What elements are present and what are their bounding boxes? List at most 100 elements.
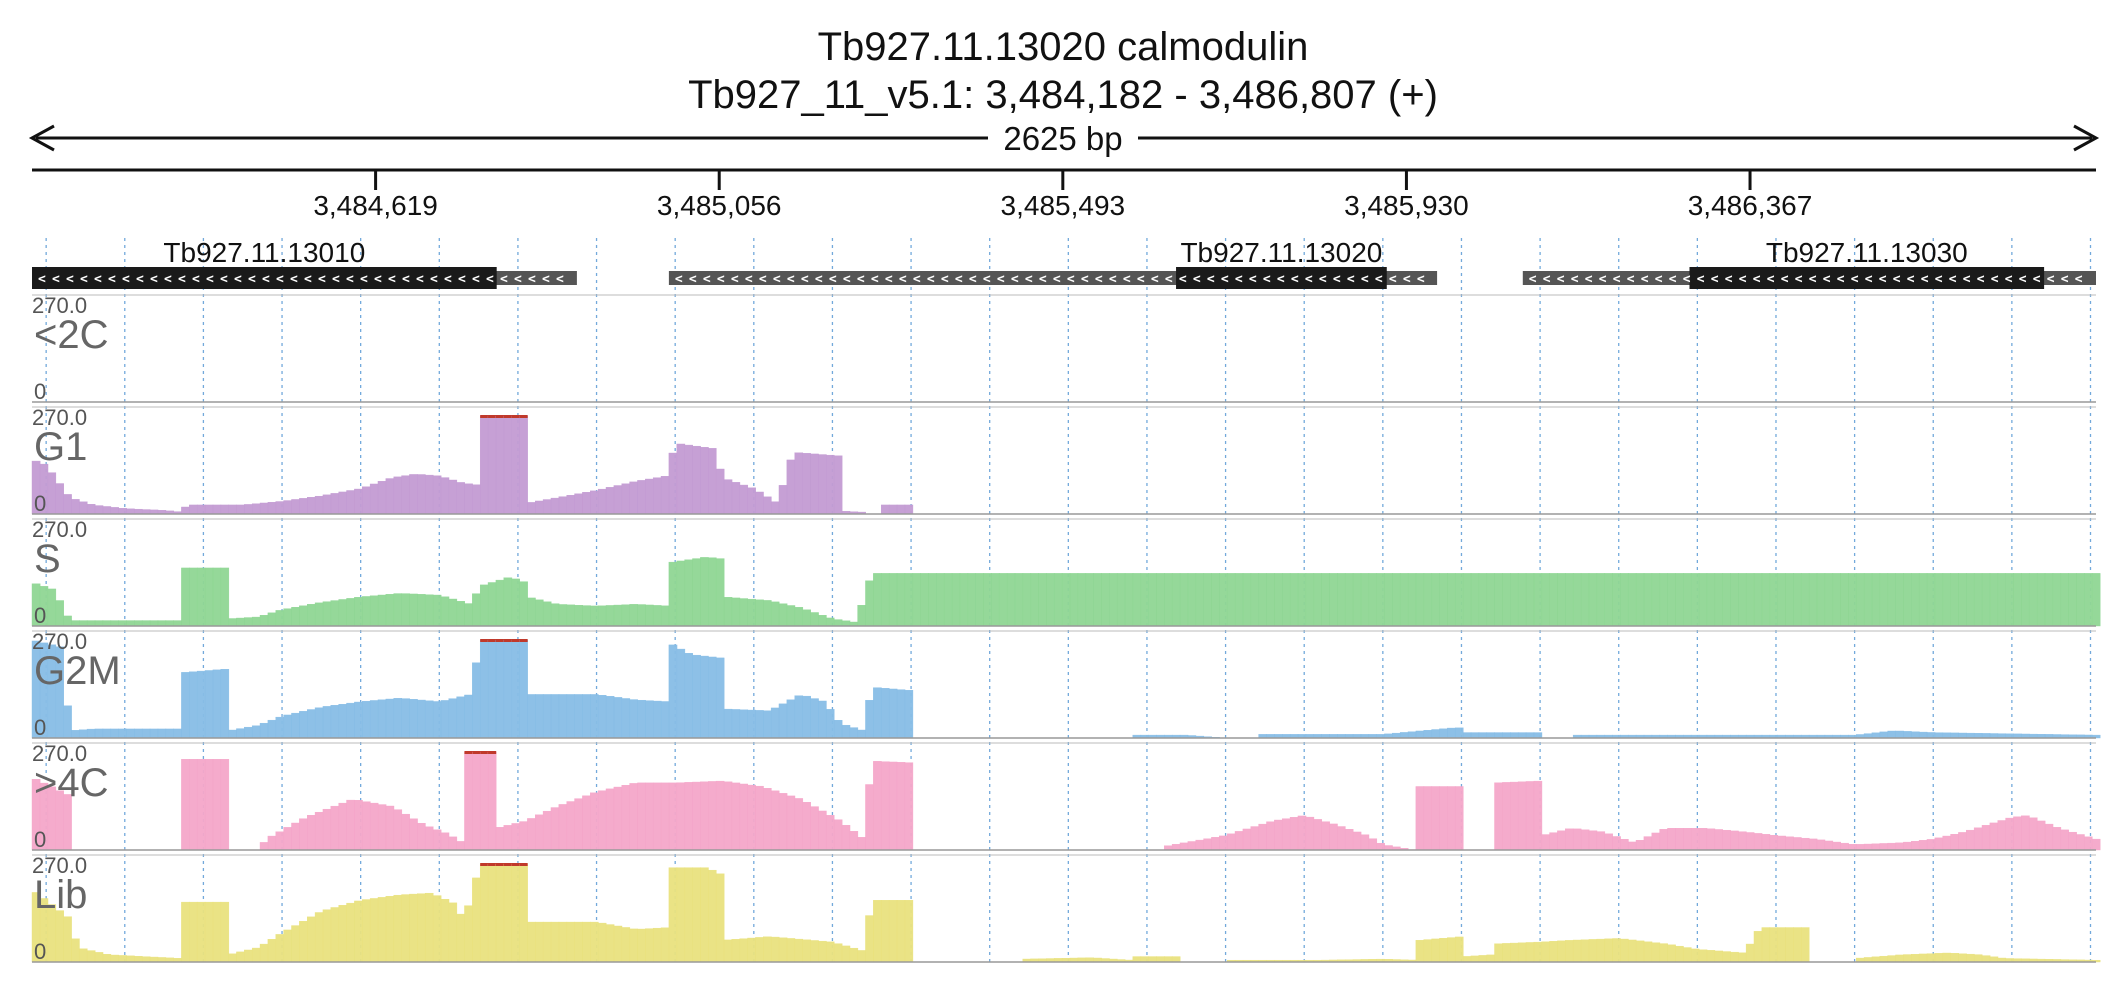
coverage-bar [621, 483, 631, 515]
coverage-bar [2005, 573, 2014, 627]
axis-tick-label: 3,486,367 [1688, 190, 1813, 221]
coverage-bar [1022, 573, 1032, 627]
coverage-bar [747, 487, 756, 515]
coverage-bar [369, 483, 379, 515]
coverage-bar [660, 782, 670, 851]
strand-chevron: < [969, 272, 977, 287]
coverage-bar [346, 598, 355, 627]
coverage-bar [1502, 782, 1511, 851]
coverage-bar [668, 644, 678, 739]
coverage-bar [212, 759, 222, 851]
coverage-bar [283, 500, 292, 515]
strand-chevron: < [206, 272, 214, 287]
coverage-bar [700, 655, 709, 739]
coverage-bar [535, 921, 544, 963]
coverage-bar [251, 725, 261, 739]
coverage-bar [1911, 954, 1920, 963]
strand-chevron: < [1123, 272, 1131, 287]
coverage-bar [904, 762, 914, 851]
coverage-bar [1612, 938, 1621, 963]
coverage-bar [747, 784, 756, 851]
coverage-bar [126, 508, 135, 515]
strand-chevron: < [1137, 272, 1145, 287]
coverage-bar [668, 867, 678, 963]
coverage-bar [865, 784, 874, 851]
coverage-bar [1588, 573, 1598, 627]
coverage-bar [810, 698, 819, 739]
coverage-bar [472, 593, 481, 627]
coverage-bar [2091, 573, 2101, 627]
coverage-bar [377, 804, 387, 851]
coverage-bar [1557, 940, 1566, 963]
coverage-bar [865, 580, 874, 627]
clip-marker [503, 863, 512, 866]
coverage-bar [448, 698, 458, 739]
coverage-bar [668, 561, 678, 627]
coverage-bar [684, 867, 693, 963]
coverage-bar [1730, 951, 1739, 963]
coverage-bar [1179, 573, 1189, 627]
track-min-label: 0 [34, 715, 46, 740]
coverage-bar [755, 491, 764, 515]
strand-chevron: < [1683, 272, 1691, 287]
strand-chevron: < [1235, 272, 1243, 287]
coverage-bar [377, 594, 387, 627]
track-5: 270.0 0 Lib [31, 853, 2101, 964]
coverage-bar [708, 781, 717, 851]
coverage-bar [1745, 573, 1755, 627]
coverage-bar [1470, 573, 1480, 627]
coverage-bar [71, 620, 80, 627]
strand-chevron: < [262, 272, 270, 287]
coverage-bar [283, 714, 292, 739]
coverage-bar [1093, 573, 1102, 627]
coverage-bar [354, 597, 363, 627]
strand-chevron: < [1585, 272, 1593, 287]
track-min-label: 0 [34, 603, 46, 628]
coverage-bar [652, 700, 662, 739]
coverage-bar [322, 808, 332, 851]
coverage-bar [1785, 927, 1794, 963]
coverage-bar [1510, 573, 1519, 627]
coverage-bar [1164, 956, 1173, 963]
coverage-bar [1635, 573, 1645, 627]
coverage-bar [1148, 573, 1157, 627]
strand-chevron: < [1277, 272, 1285, 287]
coverage-bar [692, 558, 701, 627]
coverage-bar [629, 604, 638, 627]
coverage-bar [1981, 825, 1991, 851]
coverage-bar [1533, 573, 1543, 627]
coverage-bar [385, 478, 395, 515]
coverage-bar [818, 700, 827, 739]
coverage-bar [2036, 573, 2046, 627]
coverage-bar [629, 699, 638, 739]
coverage-bar [228, 729, 237, 739]
coverage-bar [1234, 573, 1244, 627]
coverage-bar [78, 501, 88, 515]
coverage-bar [2028, 573, 2038, 627]
strand-chevron: < [178, 272, 186, 287]
coverage-bar [1517, 942, 1527, 963]
coverage-bar [86, 620, 96, 627]
strand-chevron: < [1081, 272, 1089, 287]
coverage-bar [1620, 839, 1629, 851]
coverage-bar [1966, 573, 1975, 627]
coverage-bar [1659, 573, 1668, 627]
coverage-bar [1627, 573, 1637, 627]
coverage-bar [1494, 732, 1503, 739]
coverage-bar [369, 595, 379, 627]
coverage-bar [212, 669, 222, 739]
clip-marker [480, 639, 489, 642]
coverage-bar [472, 484, 481, 515]
coverage-bar [2005, 817, 2014, 851]
coverage-bar [63, 494, 72, 515]
coverage-bar [314, 912, 324, 963]
strand-chevron: < [1865, 272, 1873, 287]
coverage-bar [346, 490, 355, 515]
coverage-bar [322, 706, 332, 739]
coverage-bar [645, 478, 654, 515]
coverage-bar [118, 620, 127, 627]
coverage-bar [833, 619, 843, 627]
coverage-bar [464, 483, 473, 515]
coverage-bar [841, 724, 851, 739]
coverage-bar [1344, 573, 1354, 627]
